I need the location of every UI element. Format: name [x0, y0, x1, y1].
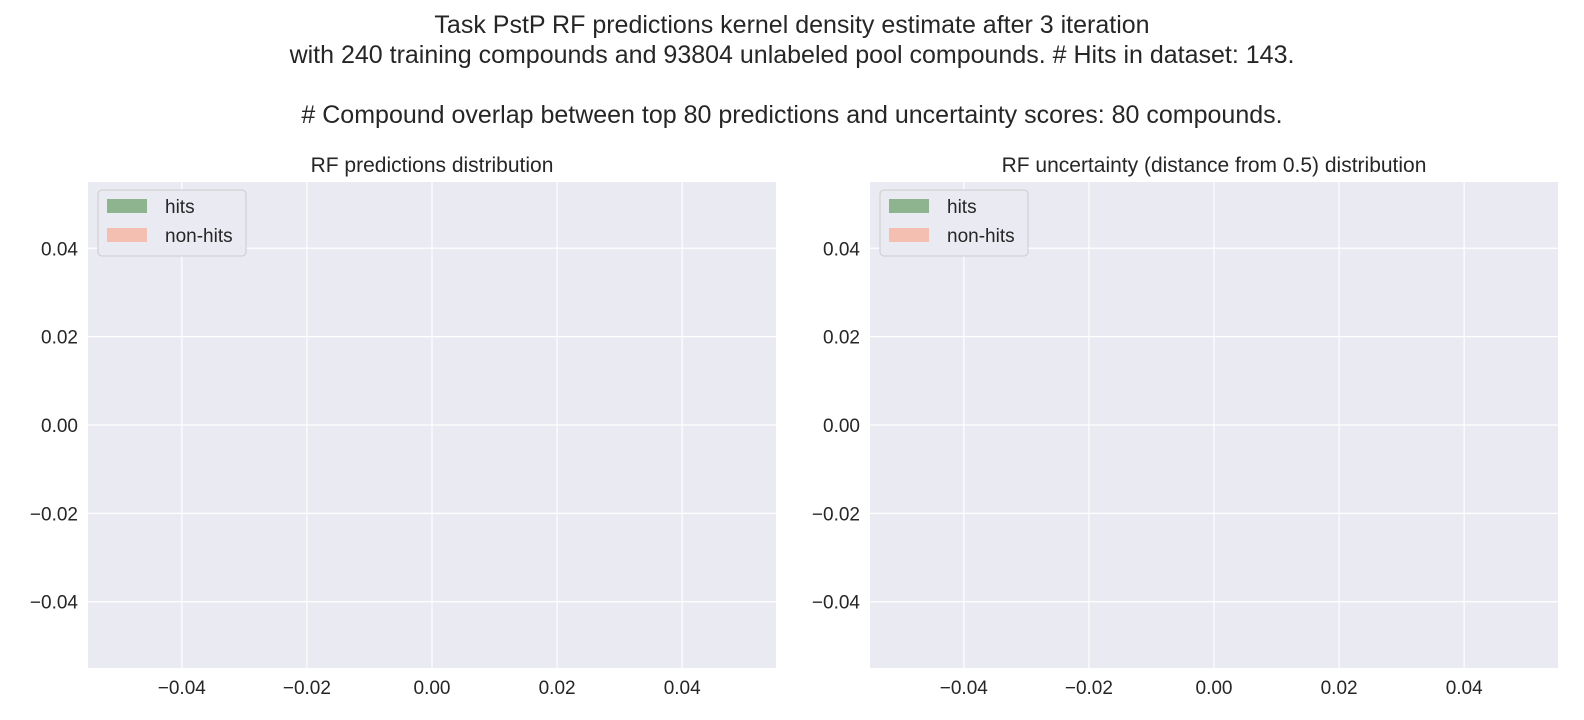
- panel-1-ytick-label: −0.04: [30, 593, 79, 614]
- panel-1-ytick-label: 0.04: [41, 239, 78, 260]
- panel-1-xtick-label: 0.04: [664, 678, 701, 699]
- panel-2-ytick-label: 0.00: [823, 416, 860, 437]
- panel-1-ytick-label: 0.02: [41, 328, 78, 349]
- panel-2-xtick-label: 0.04: [1446, 678, 1483, 699]
- panel-1-legend-swatch-non-hits: [107, 228, 147, 242]
- panel-2-legend-label-non-hits: non-hits: [947, 226, 1015, 247]
- panel-1-legend-label-non-hits: non-hits: [165, 226, 233, 247]
- panel-1-ytick-label: −0.02: [30, 504, 78, 525]
- panel-2-xtick-label: 0.02: [1321, 678, 1358, 699]
- panel-1-legend-swatch-hits: [107, 199, 147, 213]
- panel-2-ytick-label: −0.02: [812, 504, 860, 525]
- panel-1-xtick-label: −0.04: [158, 678, 207, 699]
- panel-2-ytick-label: 0.04: [823, 239, 860, 260]
- panel-1-xtick-label: 0.00: [414, 678, 451, 699]
- panel-1-legend-label-hits: hits: [165, 197, 195, 218]
- panel-2-ytick-label: −0.04: [812, 593, 861, 614]
- panel-1-ytick-label: 0.00: [41, 416, 78, 437]
- figure-title-line-3: # Compound overlap between top 80 predic…: [301, 101, 1283, 129]
- panel-2-ytick-label: 0.02: [823, 328, 860, 349]
- panel-1-title: RF predictions distribution: [311, 154, 554, 177]
- panel-2-legend-swatch-non-hits: [889, 228, 929, 242]
- panel-2-xtick-label: −0.02: [1065, 678, 1113, 699]
- figure-title-line-2: with 240 training compounds and 93804 un…: [289, 41, 1295, 69]
- panel-1-xtick-label: −0.02: [283, 678, 331, 699]
- figure-title-line-1: Task PstP RF predictions kernel density …: [434, 11, 1150, 39]
- panel-2-legend-label-hits: hits: [947, 197, 977, 218]
- panel-2-title: RF uncertainty (distance from 0.5) distr…: [1002, 154, 1427, 177]
- panel-2-xtick-label: 0.00: [1196, 678, 1233, 699]
- panel-2-xtick-label: −0.04: [940, 678, 989, 699]
- panel-2-legend-swatch-hits: [889, 199, 929, 213]
- panel-1-xtick-label: 0.02: [539, 678, 576, 699]
